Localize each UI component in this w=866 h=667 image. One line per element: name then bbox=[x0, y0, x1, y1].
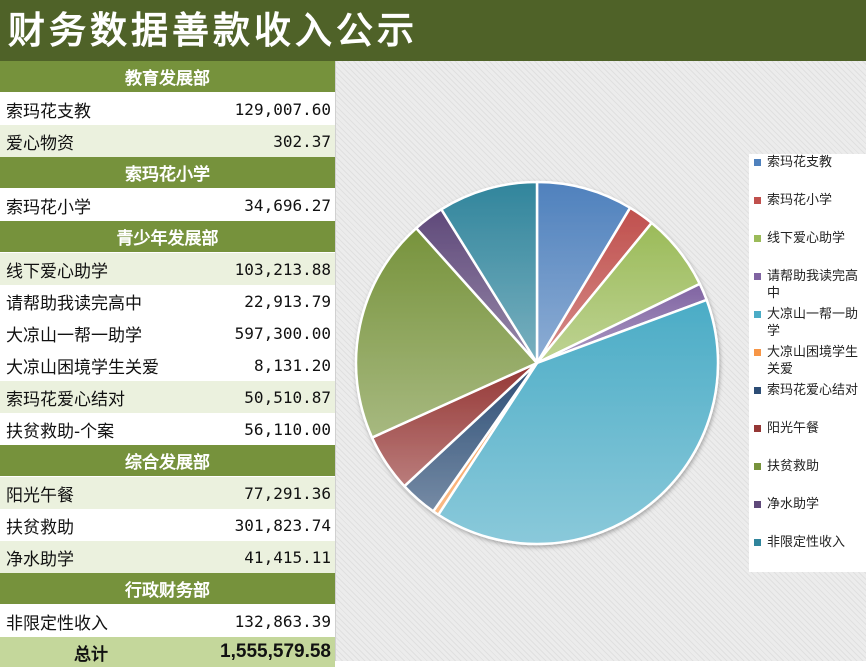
legend-swatch bbox=[754, 463, 761, 470]
pie-slice bbox=[535, 180, 632, 365]
total-label: 总计 bbox=[74, 644, 108, 665]
row-label: 净水助学 bbox=[6, 549, 74, 570]
legend-item: 阳光午餐 bbox=[749, 420, 866, 458]
pie-chart bbox=[354, 180, 720, 546]
table-row: 阳光午餐 77,291.36 bbox=[0, 477, 335, 509]
legend-swatch bbox=[754, 235, 761, 242]
legend-label: 非限定性收入 bbox=[767, 535, 846, 550]
legend-item: 大凉山困境学生关爱 bbox=[749, 344, 866, 382]
row-label: 大凉山困境学生关爱 bbox=[6, 357, 159, 378]
table-row: 净水助学 41,415.11 bbox=[0, 541, 335, 573]
row-amount: 41,415.11 bbox=[244, 547, 331, 567]
legend-swatch bbox=[754, 197, 761, 204]
legend-item: 索玛花爱心结对 bbox=[749, 382, 866, 420]
legend-item: 非限定性收入 bbox=[749, 534, 866, 572]
table-row: 扶贫救助 301,823.74 bbox=[0, 509, 335, 541]
legend-label: 索玛花小学 bbox=[767, 193, 833, 208]
row-label: 非限定性收入 bbox=[6, 613, 108, 634]
section-header: 行政财务部 bbox=[0, 573, 335, 605]
row-amount: 77,291.36 bbox=[244, 483, 331, 503]
legend-item: 索玛花支教 bbox=[749, 154, 866, 192]
legend-label: 扶贫救助 bbox=[767, 459, 820, 474]
legend-item: 扶贫救助 bbox=[749, 458, 866, 496]
pie-slices bbox=[354, 180, 720, 546]
row-label: 扶贫救助-个案 bbox=[6, 421, 115, 442]
table-row: 扶贫救助-个案 56,110.00 bbox=[0, 413, 335, 445]
row-amount: 597,300.00 bbox=[234, 323, 331, 343]
row-label: 爱心物资 bbox=[6, 133, 74, 154]
table-row: 索玛花小学 34,696.27 bbox=[0, 189, 335, 221]
section-header: 索玛花小学 bbox=[0, 157, 335, 189]
row-amount: 34,696.27 bbox=[244, 195, 331, 215]
row-label: 大凉山一帮一助学 bbox=[6, 325, 142, 346]
row-label: 扶贫救助 bbox=[6, 517, 74, 538]
legend-label: 阳光午餐 bbox=[767, 421, 820, 436]
legend-item: 净水助学 bbox=[749, 496, 866, 534]
legend-swatch bbox=[754, 387, 761, 394]
table-row: 索玛花支教 129,007.60 bbox=[0, 93, 335, 125]
legend-swatch bbox=[754, 501, 761, 508]
chart-area: 索玛花支教索玛花小学线下爱心助学请帮助我读完高中 大凉山一帮一助学 大凉山困境学生关… bbox=[335, 61, 866, 661]
row-label: 索玛花爱心结对 bbox=[6, 389, 125, 410]
row-label: 请帮助我读完高中 bbox=[6, 293, 142, 314]
donation-table: 教育发展部 索玛花支教 129,007.60 爱心物资 302.37 索玛花小学 索玛花小学… bbox=[0, 61, 335, 667]
table-row: 大凉山困境学生关爱 8,131.20 bbox=[0, 349, 335, 381]
row-label: 阳光午餐 bbox=[6, 485, 74, 506]
table-row: 爱心物资 302.37 bbox=[0, 125, 335, 157]
row-amount: 132,863.39 bbox=[234, 611, 331, 631]
section-header: 综合发展部 bbox=[0, 445, 335, 477]
legend-label: 线下爱心助学 bbox=[767, 231, 846, 246]
legend-swatch bbox=[754, 349, 761, 356]
legend-swatch bbox=[754, 311, 761, 318]
row-amount: 50,510.87 bbox=[244, 387, 331, 407]
pie-slice bbox=[354, 226, 539, 439]
legend-label: 大凉山困境学生关爱 bbox=[767, 345, 859, 377]
table-row: 索玛花爱心结对 50,510.87 bbox=[0, 381, 335, 413]
table-row: 请帮助我读完高中 22,913.79 bbox=[0, 285, 335, 317]
legend-item: 大凉山一帮一助学 bbox=[749, 306, 866, 344]
total-row: 总计 1,555,579.58 bbox=[0, 637, 335, 667]
legend-item: 请帮助我读完高中 bbox=[749, 268, 866, 306]
row-amount: 301,823.74 bbox=[234, 515, 331, 535]
section-header: 教育发展部 bbox=[0, 61, 335, 93]
legend-swatch bbox=[754, 425, 761, 432]
row-label: 线下爱心助学 bbox=[6, 261, 108, 282]
row-label: 索玛花支教 bbox=[6, 101, 91, 122]
page-title: 财务数据善款收入公示 bbox=[8, 8, 418, 52]
total-value: 1,555,579.58 bbox=[220, 641, 331, 662]
row-amount: 8,131.20 bbox=[253, 355, 331, 375]
pie-slice bbox=[437, 298, 720, 546]
legend-label: 索玛花爱心结对 bbox=[767, 383, 859, 398]
row-amount: 302.37 bbox=[273, 131, 331, 151]
legend-swatch bbox=[754, 273, 761, 280]
title-bar: 财务数据善款收入公示 bbox=[0, 0, 866, 62]
legend-swatch bbox=[754, 159, 761, 166]
legend-item: 索玛花小学 bbox=[749, 192, 866, 230]
legend-swatch bbox=[754, 539, 761, 546]
legend-label: 大凉山一帮一助学 bbox=[767, 307, 859, 339]
table-row: 非限定性收入 132,863.39 bbox=[0, 605, 335, 637]
row-label: 索玛花小学 bbox=[6, 197, 91, 218]
row-amount: 129,007.60 bbox=[234, 99, 331, 119]
legend-label: 索玛花支教 bbox=[767, 155, 833, 170]
row-amount: 56,110.00 bbox=[244, 419, 331, 439]
section-header: 青少年发展部 bbox=[0, 221, 335, 253]
table-row: 大凉山一帮一助学 597,300.00 bbox=[0, 317, 335, 349]
row-amount: 22,913.79 bbox=[244, 291, 331, 311]
row-amount: 103,213.88 bbox=[234, 259, 331, 279]
legend-label: 净水助学 bbox=[767, 497, 820, 512]
table-row: 线下爱心助学 103,213.88 bbox=[0, 253, 335, 285]
legend-label: 请帮助我读完高中 bbox=[767, 269, 859, 301]
legend: 索玛花支教索玛花小学线下爱心助学请帮助我读完高中 大凉山一帮一助学 大凉山困境学生关… bbox=[749, 154, 866, 572]
pie-slice bbox=[440, 180, 539, 365]
legend-item: 线下爱心助学 bbox=[749, 230, 866, 268]
